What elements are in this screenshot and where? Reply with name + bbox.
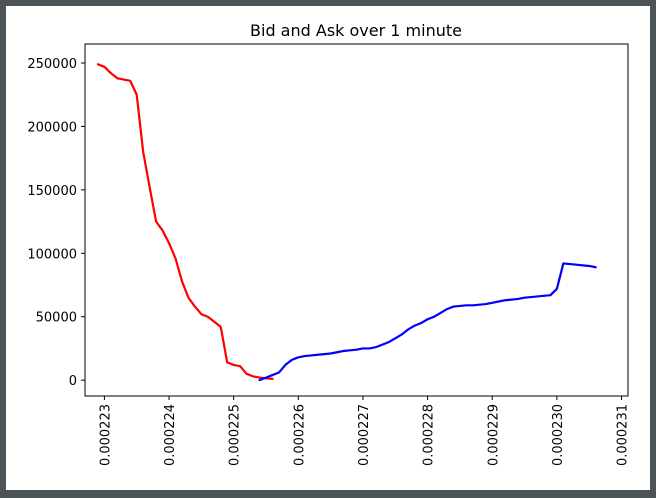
x-tick-label: 0.000226 bbox=[292, 404, 307, 466]
series-line-1 bbox=[258, 262, 597, 382]
y-tick-label: 0 bbox=[69, 374, 77, 389]
plot-frame bbox=[84, 43, 629, 397]
y-tick-label: 200000 bbox=[27, 120, 77, 135]
x-tick-label: 0.000225 bbox=[228, 404, 243, 466]
x-tick-label: 0.000229 bbox=[486, 404, 501, 466]
y-tick-label: 50000 bbox=[36, 311, 77, 326]
chart-figure: Bid and Ask over 1 minute 0.000223 0.0002… bbox=[6, 6, 650, 490]
chart-title: Bid and Ask over 1 minute bbox=[250, 21, 462, 40]
y-tick-label: 150000 bbox=[27, 184, 77, 199]
series-layer bbox=[96, 63, 597, 382]
axes-layer: 0.000223 0.000224 0.000225 0.000226 0.000227… bbox=[27, 43, 631, 466]
x-tick-label: 0.000223 bbox=[98, 404, 113, 466]
y-tick-label: 100000 bbox=[27, 247, 77, 262]
x-tick-label: 0.000227 bbox=[357, 404, 372, 466]
x-tick-label: 0.000224 bbox=[163, 404, 178, 466]
x-tick-label: 0.000231 bbox=[616, 404, 631, 466]
y-tick-label: 250000 bbox=[27, 57, 77, 72]
chart-canvas: Bid and Ask over 1 minute 0.000223 0.0002… bbox=[27, 21, 631, 466]
x-tick-label: 0.000228 bbox=[422, 404, 437, 466]
series-line-0 bbox=[96, 63, 274, 380]
x-tick-label: 0.000230 bbox=[551, 404, 566, 466]
